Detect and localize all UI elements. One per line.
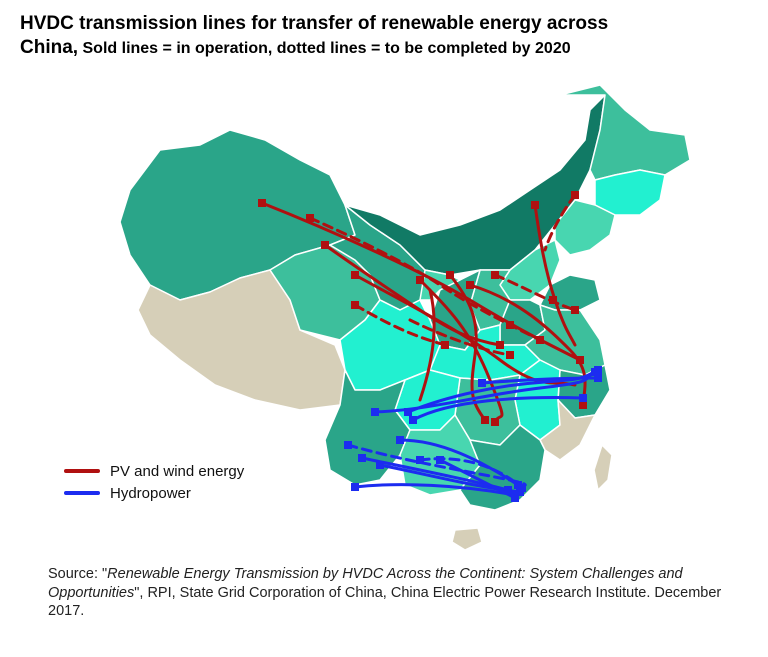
hydropower-endpoints (344, 366, 602, 502)
map-title: HVDC transmission lines for transfer of … (20, 12, 760, 60)
hydro-line-8 (398, 438, 520, 487)
pv-line-2 (308, 216, 542, 342)
title-line-2-subtitle: Sold lines = in operation, dotted lines … (78, 39, 571, 57)
pv-line-12 (418, 288, 436, 402)
pv-line-8 (468, 283, 587, 407)
pv-line-10 (493, 273, 577, 312)
pv-line-4 (353, 303, 447, 347)
source-title: Renewable Energy Transmission by HVDC Ac… (48, 566, 683, 601)
legend: PV and wind energy Hydropower (64, 460, 244, 504)
hydro-line-9 (418, 457, 514, 482)
title-line-2-bold: China, (20, 36, 79, 58)
pv-line-13 (408, 318, 512, 357)
legend-label-hydropower: Hydropower (110, 484, 191, 502)
pv-line-11 (543, 193, 577, 252)
hydro-line-2 (406, 368, 600, 414)
pv-line-6 (418, 278, 504, 424)
region-fujian (539, 399, 596, 461)
title-line-1: HVDC transmission lines for transfer of … (20, 13, 609, 34)
pv-wind-endpoints (258, 191, 587, 426)
legend-item-pv-wind: PV and wind energy (64, 460, 244, 482)
region-liaoning (554, 199, 616, 256)
source-citation: Source: "Renewable Energy Transmission b… (48, 565, 738, 621)
region-taiwan (593, 444, 613, 491)
legend-label-pv-wind: PV and wind energy (110, 462, 245, 480)
hydro-line-4 (480, 376, 600, 385)
legend-swatch-blue (64, 491, 100, 495)
hydro-line-3 (411, 396, 585, 422)
region-hainan (451, 527, 483, 551)
region-jilin (594, 169, 666, 216)
source-prefix: Source: " (48, 566, 108, 582)
source-suffix: ", RPI, State Grid Corporation of China,… (48, 584, 722, 620)
legend-swatch-red (64, 469, 100, 473)
legend-item-hydropower: Hydropower (64, 482, 244, 504)
hydro-line-7 (353, 483, 517, 497)
hydro-line-11 (438, 458, 517, 500)
